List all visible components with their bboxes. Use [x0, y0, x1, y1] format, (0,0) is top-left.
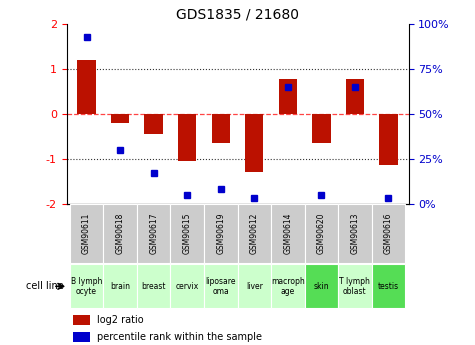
Bar [171, 264, 204, 308]
Bar [238, 264, 271, 308]
Bar [238, 204, 271, 263]
Bar [73, 315, 90, 325]
Text: cell line: cell line [26, 282, 64, 291]
Bar [137, 264, 171, 308]
Text: cervix: cervix [176, 282, 199, 291]
Bar [211, 114, 230, 143]
Bar [111, 114, 129, 123]
Text: GSM90616: GSM90616 [384, 213, 393, 255]
Text: GSM90618: GSM90618 [115, 213, 124, 254]
Bar [278, 79, 297, 114]
Bar [379, 114, 398, 166]
Text: GSM90614: GSM90614 [283, 213, 292, 255]
Text: percentile rank within the sample: percentile rank within the sample [97, 332, 262, 342]
Text: T lymph
oblast: T lymph oblast [340, 277, 370, 296]
Bar [70, 204, 104, 263]
Text: testis: testis [378, 282, 399, 291]
Bar [271, 204, 304, 263]
Bar [144, 114, 163, 134]
Text: GSM90619: GSM90619 [216, 213, 225, 255]
Text: liposare
oma: liposare oma [206, 277, 236, 296]
Text: GSM90620: GSM90620 [317, 213, 326, 255]
Text: GSM90615: GSM90615 [183, 213, 192, 255]
Bar [77, 60, 96, 114]
Bar [271, 264, 304, 308]
Bar [338, 204, 371, 263]
Text: B lymph
ocyte: B lymph ocyte [71, 277, 102, 296]
Text: breast: breast [142, 282, 166, 291]
Text: GSM90617: GSM90617 [149, 213, 158, 255]
Text: macroph
age: macroph age [271, 277, 304, 296]
Bar [178, 114, 197, 161]
Bar [346, 79, 364, 114]
Title: GDS1835 / 21680: GDS1835 / 21680 [176, 8, 299, 22]
Bar [104, 204, 137, 263]
Text: liver: liver [246, 282, 263, 291]
Text: GSM90612: GSM90612 [250, 213, 259, 254]
Bar [137, 204, 171, 263]
Text: brain: brain [110, 282, 130, 291]
Text: skin: skin [314, 282, 329, 291]
Bar [371, 204, 405, 263]
Bar [204, 204, 238, 263]
Text: log2 ratio: log2 ratio [97, 315, 144, 325]
Bar [312, 114, 331, 143]
Bar [371, 264, 405, 308]
Bar [70, 264, 104, 308]
Bar [204, 264, 238, 308]
Text: GSM90613: GSM90613 [351, 213, 360, 255]
Bar [171, 204, 204, 263]
Bar [304, 264, 338, 308]
Bar [304, 204, 338, 263]
Bar [245, 114, 264, 172]
Bar [73, 332, 90, 342]
Bar [104, 264, 137, 308]
Bar [338, 264, 371, 308]
Text: GSM90611: GSM90611 [82, 213, 91, 254]
